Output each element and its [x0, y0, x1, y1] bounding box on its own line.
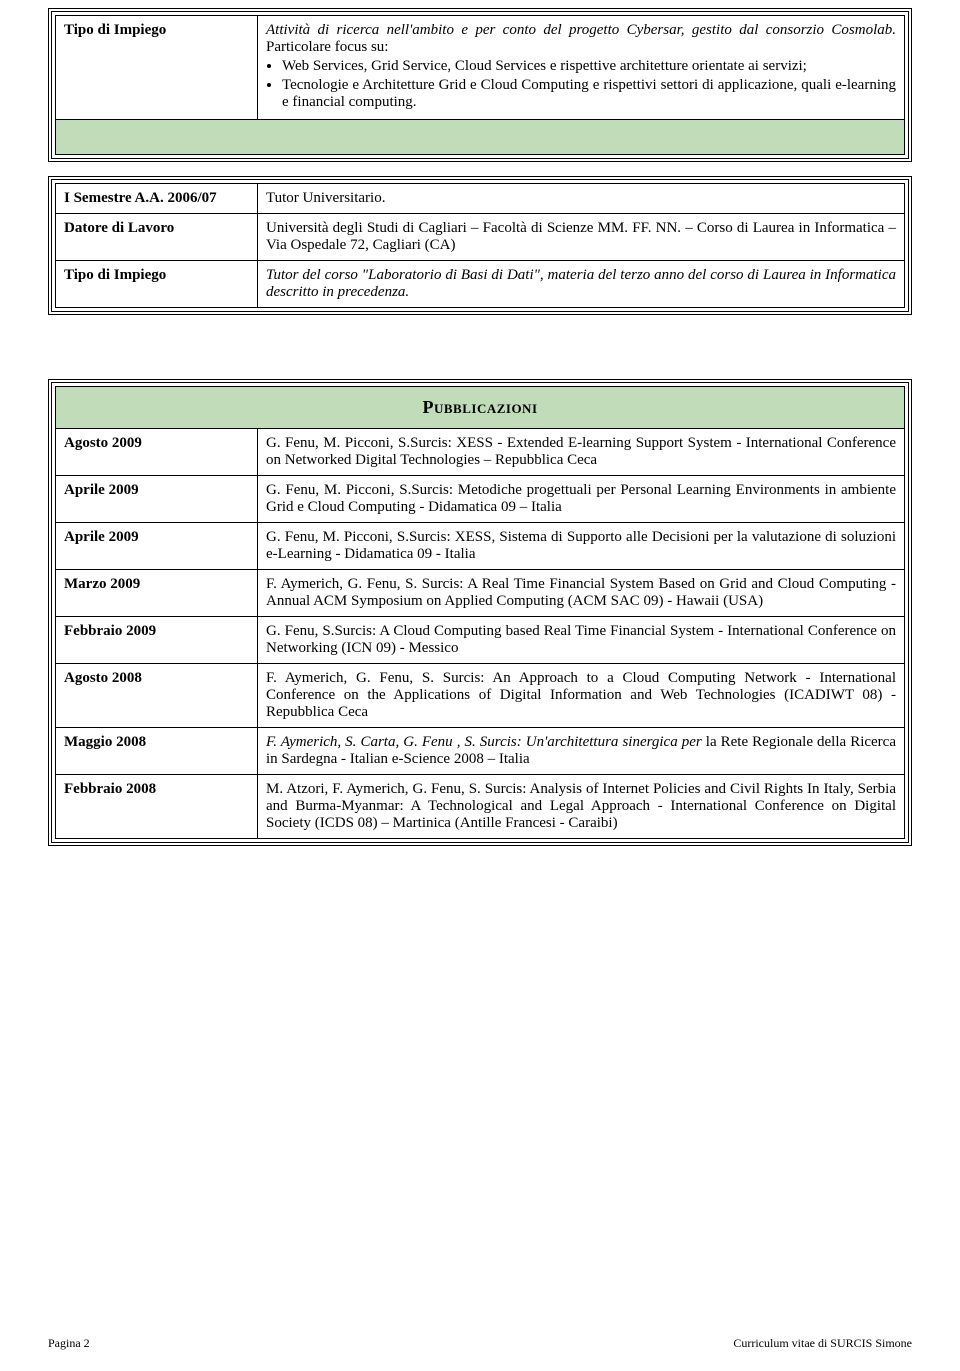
block-publications: Pubblicazioni Agosto 2009G. Fenu, M. Pic…	[48, 379, 912, 846]
pub-text: G. Fenu, M. Picconi, S.Surcis: XESS - Ex…	[258, 429, 905, 476]
table-employment-1: Tipo di Impiego Attività di ricerca nell…	[55, 15, 905, 155]
label-semestre: I Semestre A.A. 2006/07	[56, 184, 258, 214]
label-datore: Datore di Lavoro	[56, 214, 258, 261]
table-row: Aprile 2009G. Fenu, M. Picconi, S.Surcis…	[56, 476, 905, 523]
spacer-cell	[56, 120, 905, 155]
pub-text: G. Fenu, M. Picconi, S.Surcis: XESS, Sis…	[258, 523, 905, 570]
publications-title: Pubblicazioni	[56, 387, 905, 429]
pub-text: G. Fenu, S.Surcis: A Cloud Computing bas…	[258, 617, 905, 664]
page-footer: Pagina 2 Curriculum vitae di SURCIS Simo…	[48, 1336, 912, 1351]
pub-text: M. Atzori, F. Aymerich, G. Fenu, S. Surc…	[258, 775, 905, 839]
content-tipo-impiego: Attività di ricerca nell'ambito e per co…	[258, 16, 905, 120]
pub-date: Marzo 2009	[56, 570, 258, 617]
value-semestre: Tutor Universitario.	[258, 184, 905, 214]
focus-list: Web Services, Grid Service, Cloud Servic…	[282, 58, 896, 111]
intro-text: Attività di ricerca nell'ambito e per co…	[266, 22, 896, 38]
table-row: Marzo 2009F. Aymerich, G. Fenu, S. Surci…	[56, 570, 905, 617]
table-employment-2: I Semestre A.A. 2006/07 Tutor Universita…	[55, 183, 905, 308]
table-row: Febbraio 2008M. Atzori, F. Aymerich, G. …	[56, 775, 905, 839]
block-employment-2: I Semestre A.A. 2006/07 Tutor Universita…	[48, 176, 912, 315]
table-row: Agosto 2009G. Fenu, M. Picconi, S.Surcis…	[56, 429, 905, 476]
spacer-row	[56, 120, 905, 155]
table-row: Febbraio 2009G. Fenu, S.Surcis: A Cloud …	[56, 617, 905, 664]
footer-left: Pagina 2	[48, 1336, 90, 1351]
table-row: Maggio 2008 F. Aymerich, S. Carta, G. Fen…	[56, 728, 905, 775]
block-employment-1: Tipo di Impiego Attività di ricerca nell…	[48, 8, 912, 162]
label-tipo-impiego-2: Tipo di Impiego	[56, 261, 258, 308]
pub-date: Aprile 2009	[56, 476, 258, 523]
page: Tipo di Impiego Attività di ricerca nell…	[0, 0, 960, 1371]
footer-right: Curriculum vitae di SURCIS Simone	[733, 1336, 912, 1351]
value-datore: Università degli Studi di Cagliari – Fac…	[258, 214, 905, 261]
pub-date: Maggio 2008	[56, 728, 258, 775]
table-row: Aprile 2009G. Fenu, M. Picconi, S.Surcis…	[56, 523, 905, 570]
pub-text: F. Aymerich, G. Fenu, S. Surcis: A Real …	[258, 570, 905, 617]
label-tipo-impiego: Tipo di Impiego	[56, 16, 258, 120]
list-item: Web Services, Grid Service, Cloud Servic…	[282, 58, 896, 75]
pub-text: G. Fenu, M. Picconi, S.Surcis: Metodiche…	[258, 476, 905, 523]
lead-text: Particolare focus su:	[266, 39, 388, 55]
table-row: Agosto 2008F. Aymerich, G. Fenu, S. Surc…	[56, 664, 905, 728]
pub-date: Febbraio 2008	[56, 775, 258, 839]
pub-date: Febbraio 2009	[56, 617, 258, 664]
pub-text: F. Aymerich, G. Fenu, S. Surcis: An Appr…	[258, 664, 905, 728]
pub-date: Agosto 2008	[56, 664, 258, 728]
table-publications: Pubblicazioni Agosto 2009G. Fenu, M. Pic…	[55, 386, 905, 839]
pub-date: Agosto 2009	[56, 429, 258, 476]
pub-date: Aprile 2009	[56, 523, 258, 570]
gap	[48, 329, 912, 379]
list-item: Tecnologie e Architetture Grid e Cloud C…	[282, 77, 896, 111]
pub-italic-part: F. Aymerich, S. Carta, G. Fenu , S. Surc…	[266, 734, 706, 750]
pub-text: F. Aymerich, S. Carta, G. Fenu , S. Surc…	[258, 728, 905, 775]
value-tipo-impiego-2: Tutor del corso "Laboratorio di Basi di …	[258, 261, 905, 308]
publications-header-row: Pubblicazioni	[56, 387, 905, 429]
